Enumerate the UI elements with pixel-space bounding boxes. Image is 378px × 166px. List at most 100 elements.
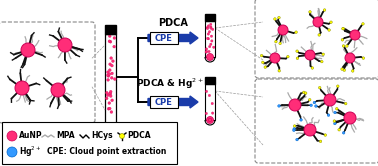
Circle shape bbox=[345, 53, 355, 63]
Circle shape bbox=[333, 120, 336, 122]
Circle shape bbox=[208, 50, 210, 53]
Circle shape bbox=[342, 27, 344, 30]
Circle shape bbox=[113, 37, 116, 39]
Circle shape bbox=[341, 68, 343, 70]
Circle shape bbox=[310, 104, 313, 107]
Circle shape bbox=[108, 40, 111, 43]
Circle shape bbox=[111, 72, 113, 75]
Circle shape bbox=[113, 78, 116, 81]
FancyArrow shape bbox=[148, 96, 198, 108]
Bar bbox=[205, 21, 215, 57]
Circle shape bbox=[313, 17, 323, 27]
Circle shape bbox=[108, 69, 111, 72]
FancyBboxPatch shape bbox=[150, 32, 178, 44]
Circle shape bbox=[110, 111, 113, 113]
Circle shape bbox=[206, 27, 208, 29]
Circle shape bbox=[279, 42, 282, 45]
Circle shape bbox=[324, 134, 327, 136]
Circle shape bbox=[211, 102, 214, 105]
Circle shape bbox=[278, 25, 288, 35]
Text: CPE: CPE bbox=[155, 34, 173, 42]
FancyBboxPatch shape bbox=[255, 0, 378, 78]
Circle shape bbox=[342, 27, 345, 30]
Circle shape bbox=[108, 92, 112, 95]
Circle shape bbox=[309, 11, 311, 13]
Bar bbox=[205, 14, 215, 21]
Circle shape bbox=[110, 57, 113, 59]
Circle shape bbox=[336, 85, 339, 87]
Circle shape bbox=[107, 107, 110, 110]
Circle shape bbox=[210, 35, 213, 37]
Circle shape bbox=[287, 55, 289, 58]
FancyBboxPatch shape bbox=[255, 79, 378, 163]
Circle shape bbox=[300, 119, 302, 121]
Circle shape bbox=[333, 122, 336, 125]
Circle shape bbox=[110, 64, 113, 67]
Circle shape bbox=[211, 28, 214, 31]
Circle shape bbox=[107, 74, 109, 77]
Circle shape bbox=[322, 53, 325, 56]
Circle shape bbox=[336, 107, 338, 110]
Circle shape bbox=[205, 90, 208, 93]
Circle shape bbox=[278, 105, 280, 107]
Circle shape bbox=[313, 101, 316, 104]
Text: PDCA: PDCA bbox=[127, 131, 150, 140]
Circle shape bbox=[206, 27, 209, 30]
Circle shape bbox=[264, 66, 266, 68]
Circle shape bbox=[105, 97, 108, 100]
FancyBboxPatch shape bbox=[0, 22, 95, 123]
Circle shape bbox=[352, 70, 354, 72]
Text: CPE: CPE bbox=[155, 97, 173, 107]
Circle shape bbox=[108, 73, 111, 76]
Circle shape bbox=[296, 138, 298, 141]
Text: Hg$^{2+}$: Hg$^{2+}$ bbox=[19, 145, 41, 159]
Text: PDCA & Hg$^{2+}$: PDCA & Hg$^{2+}$ bbox=[136, 77, 204, 91]
Circle shape bbox=[205, 48, 208, 50]
Bar bbox=[205, 77, 215, 84]
Circle shape bbox=[260, 54, 263, 57]
Circle shape bbox=[350, 30, 360, 40]
Circle shape bbox=[304, 92, 307, 94]
Circle shape bbox=[338, 128, 341, 131]
Circle shape bbox=[274, 18, 276, 20]
Circle shape bbox=[344, 112, 356, 124]
Circle shape bbox=[323, 9, 326, 11]
Circle shape bbox=[205, 112, 208, 115]
Circle shape bbox=[208, 94, 211, 97]
Text: AuNP: AuNP bbox=[19, 131, 43, 140]
Circle shape bbox=[58, 38, 72, 52]
Circle shape bbox=[109, 63, 112, 66]
Text: HCys: HCys bbox=[91, 131, 113, 140]
Circle shape bbox=[293, 125, 296, 127]
Circle shape bbox=[278, 16, 280, 19]
Circle shape bbox=[108, 107, 111, 110]
Circle shape bbox=[210, 27, 212, 29]
Circle shape bbox=[51, 83, 65, 97]
Circle shape bbox=[362, 23, 364, 25]
Circle shape bbox=[293, 128, 296, 130]
Circle shape bbox=[341, 39, 344, 41]
Circle shape bbox=[107, 75, 110, 77]
Circle shape bbox=[207, 33, 209, 35]
Circle shape bbox=[110, 76, 113, 79]
Circle shape bbox=[345, 45, 348, 47]
Circle shape bbox=[109, 90, 112, 93]
Circle shape bbox=[321, 60, 323, 63]
Circle shape bbox=[206, 37, 209, 40]
Circle shape bbox=[362, 57, 365, 59]
Circle shape bbox=[207, 25, 210, 27]
Circle shape bbox=[293, 129, 295, 132]
Text: PDCA: PDCA bbox=[158, 18, 188, 28]
Circle shape bbox=[205, 51, 208, 53]
Circle shape bbox=[319, 140, 322, 143]
Circle shape bbox=[344, 102, 347, 105]
Circle shape bbox=[113, 45, 116, 48]
Text: MPA: MPA bbox=[56, 131, 74, 140]
Circle shape bbox=[330, 21, 332, 23]
Circle shape bbox=[7, 147, 17, 157]
Circle shape bbox=[314, 105, 317, 107]
Circle shape bbox=[270, 53, 280, 63]
Circle shape bbox=[302, 91, 305, 94]
Circle shape bbox=[207, 38, 210, 40]
FancyBboxPatch shape bbox=[150, 96, 178, 108]
